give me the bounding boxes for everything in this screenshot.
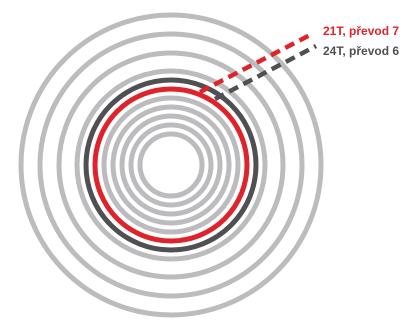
ring-8 bbox=[74, 68, 268, 262]
label-red: 21T, převod 7 bbox=[323, 24, 399, 38]
ring-highlight-red bbox=[92, 86, 250, 244]
leader-line-dark bbox=[213, 44, 318, 101]
leader-line-red bbox=[198, 32, 314, 94]
ring-3 bbox=[119, 113, 223, 217]
sprocket-rings bbox=[18, 12, 324, 318]
ring-9 bbox=[56, 50, 286, 280]
ring-highlight-dark bbox=[83, 77, 259, 253]
ring-2 bbox=[128, 122, 214, 208]
ring-5 bbox=[101, 95, 241, 235]
ring-11 bbox=[18, 12, 324, 318]
label-dark: 24T, převod 6 bbox=[323, 44, 399, 58]
ring-10 bbox=[37, 31, 305, 299]
ring-1 bbox=[137, 131, 205, 199]
ring-4 bbox=[110, 104, 232, 226]
